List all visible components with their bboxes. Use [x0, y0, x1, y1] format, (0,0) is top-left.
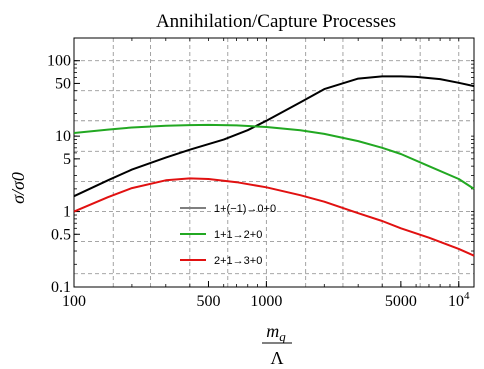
grid	[74, 38, 474, 287]
y-tick-label: 5	[63, 151, 71, 168]
x-label-denominator: Λ	[270, 348, 283, 368]
x-tick-label: 104	[448, 290, 470, 310]
legend-label: 1+(−1)→0+0	[214, 203, 276, 215]
series-lines	[73, 75, 475, 257]
svg-text:mq: mq	[266, 321, 286, 344]
y-axis-label: σ/σ0	[8, 172, 28, 204]
ticks: 100 500 1000 5000 104 0.1 0.5 1 5 10 50 100	[47, 37, 474, 310]
x-tick-label: 500	[196, 293, 220, 310]
chart-title: Annihilation/Capture Processes	[156, 11, 396, 32]
x-label-subscript: q	[279, 329, 286, 344]
x-tick-label: 1000	[250, 293, 282, 310]
series-line	[73, 177, 475, 257]
x-tick-label: 5000	[385, 293, 417, 310]
x-label-numerator: m	[266, 321, 279, 341]
plot-frame	[73, 37, 475, 288]
y-tick-label: 50	[55, 75, 71, 92]
x-tick-exponent: 4	[464, 290, 470, 302]
series-line	[73, 75, 475, 198]
legend-label: 2+1→3+0	[214, 255, 262, 267]
x-tick-label: 100	[62, 293, 86, 310]
legend: 1+(−1)→0+0 1+1→2+0 2+1→3+0	[180, 203, 276, 267]
y-tick-label: 0.1	[51, 279, 71, 296]
y-tick-label: 1	[63, 204, 71, 221]
series-line	[73, 123, 475, 190]
legend-label: 1+1→2+0	[214, 229, 262, 241]
y-tick-label: 0.5	[51, 226, 71, 243]
x-axis-label: mq Λ	[262, 321, 292, 368]
y-tick-label: 10	[55, 128, 71, 145]
y-tick-label: 100	[47, 53, 71, 70]
